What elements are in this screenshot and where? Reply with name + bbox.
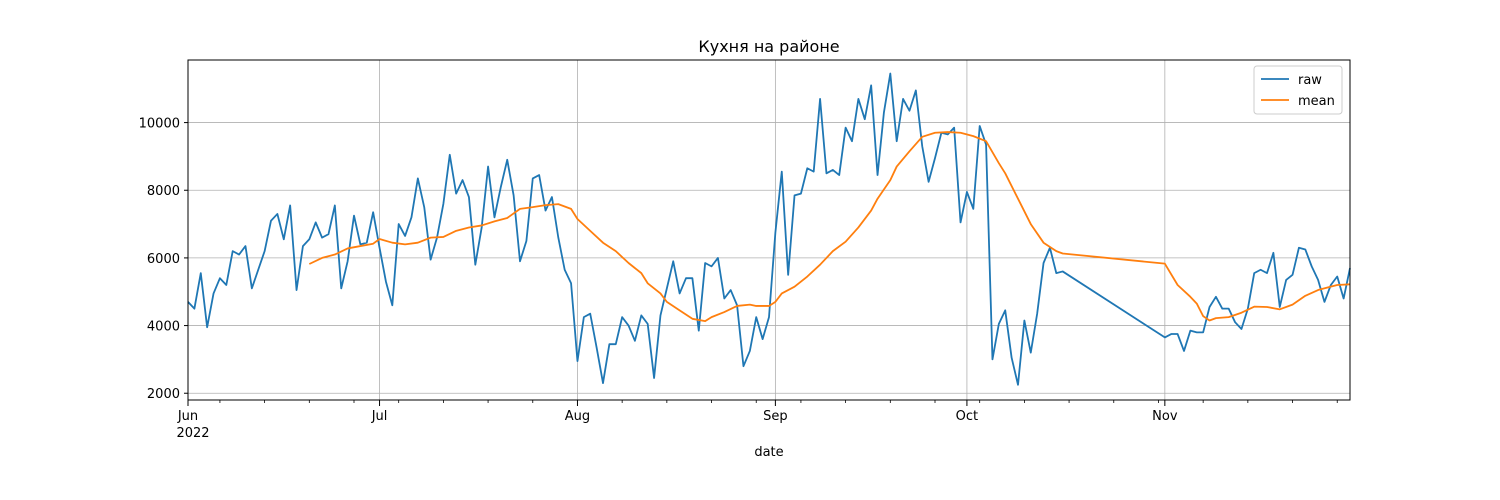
series-line-mean (308, 131, 1351, 323)
legend-box (1253, 65, 1343, 115)
y-tick-label: 10000 (139, 117, 180, 132)
y-tick-label: 4000 (147, 320, 180, 335)
x-tick-label: Oct (956, 409, 978, 424)
y-tick-label: 2000 (147, 387, 180, 402)
x-tick-sublabel: 2022 (176, 426, 209, 441)
y-tick-label: 6000 (147, 252, 180, 267)
chart-title: Кухня на районе (698, 37, 839, 56)
x-tick-label: Jul (371, 409, 388, 424)
x-tick-label: Aug (565, 409, 590, 424)
legend: raw mean (1253, 65, 1343, 115)
x-tick-label: Nov (1152, 409, 1178, 424)
legend-label-mean: mean (1298, 94, 1335, 109)
x-tick-label: Jun (177, 409, 198, 424)
axis-ticks: 2000 4000 6000 8000 10000 Jun 2022 Jul Aug Sep Oct… (139, 117, 1338, 441)
series-lines (187, 72, 1351, 386)
plot-frame (187, 59, 1351, 401)
series-line-raw (187, 72, 1351, 386)
legend-label-raw: raw (1298, 73, 1322, 88)
y-tick-label: 8000 (147, 184, 180, 199)
x-tick-label: Sep (763, 409, 788, 424)
x-axis-label: date (754, 445, 783, 460)
